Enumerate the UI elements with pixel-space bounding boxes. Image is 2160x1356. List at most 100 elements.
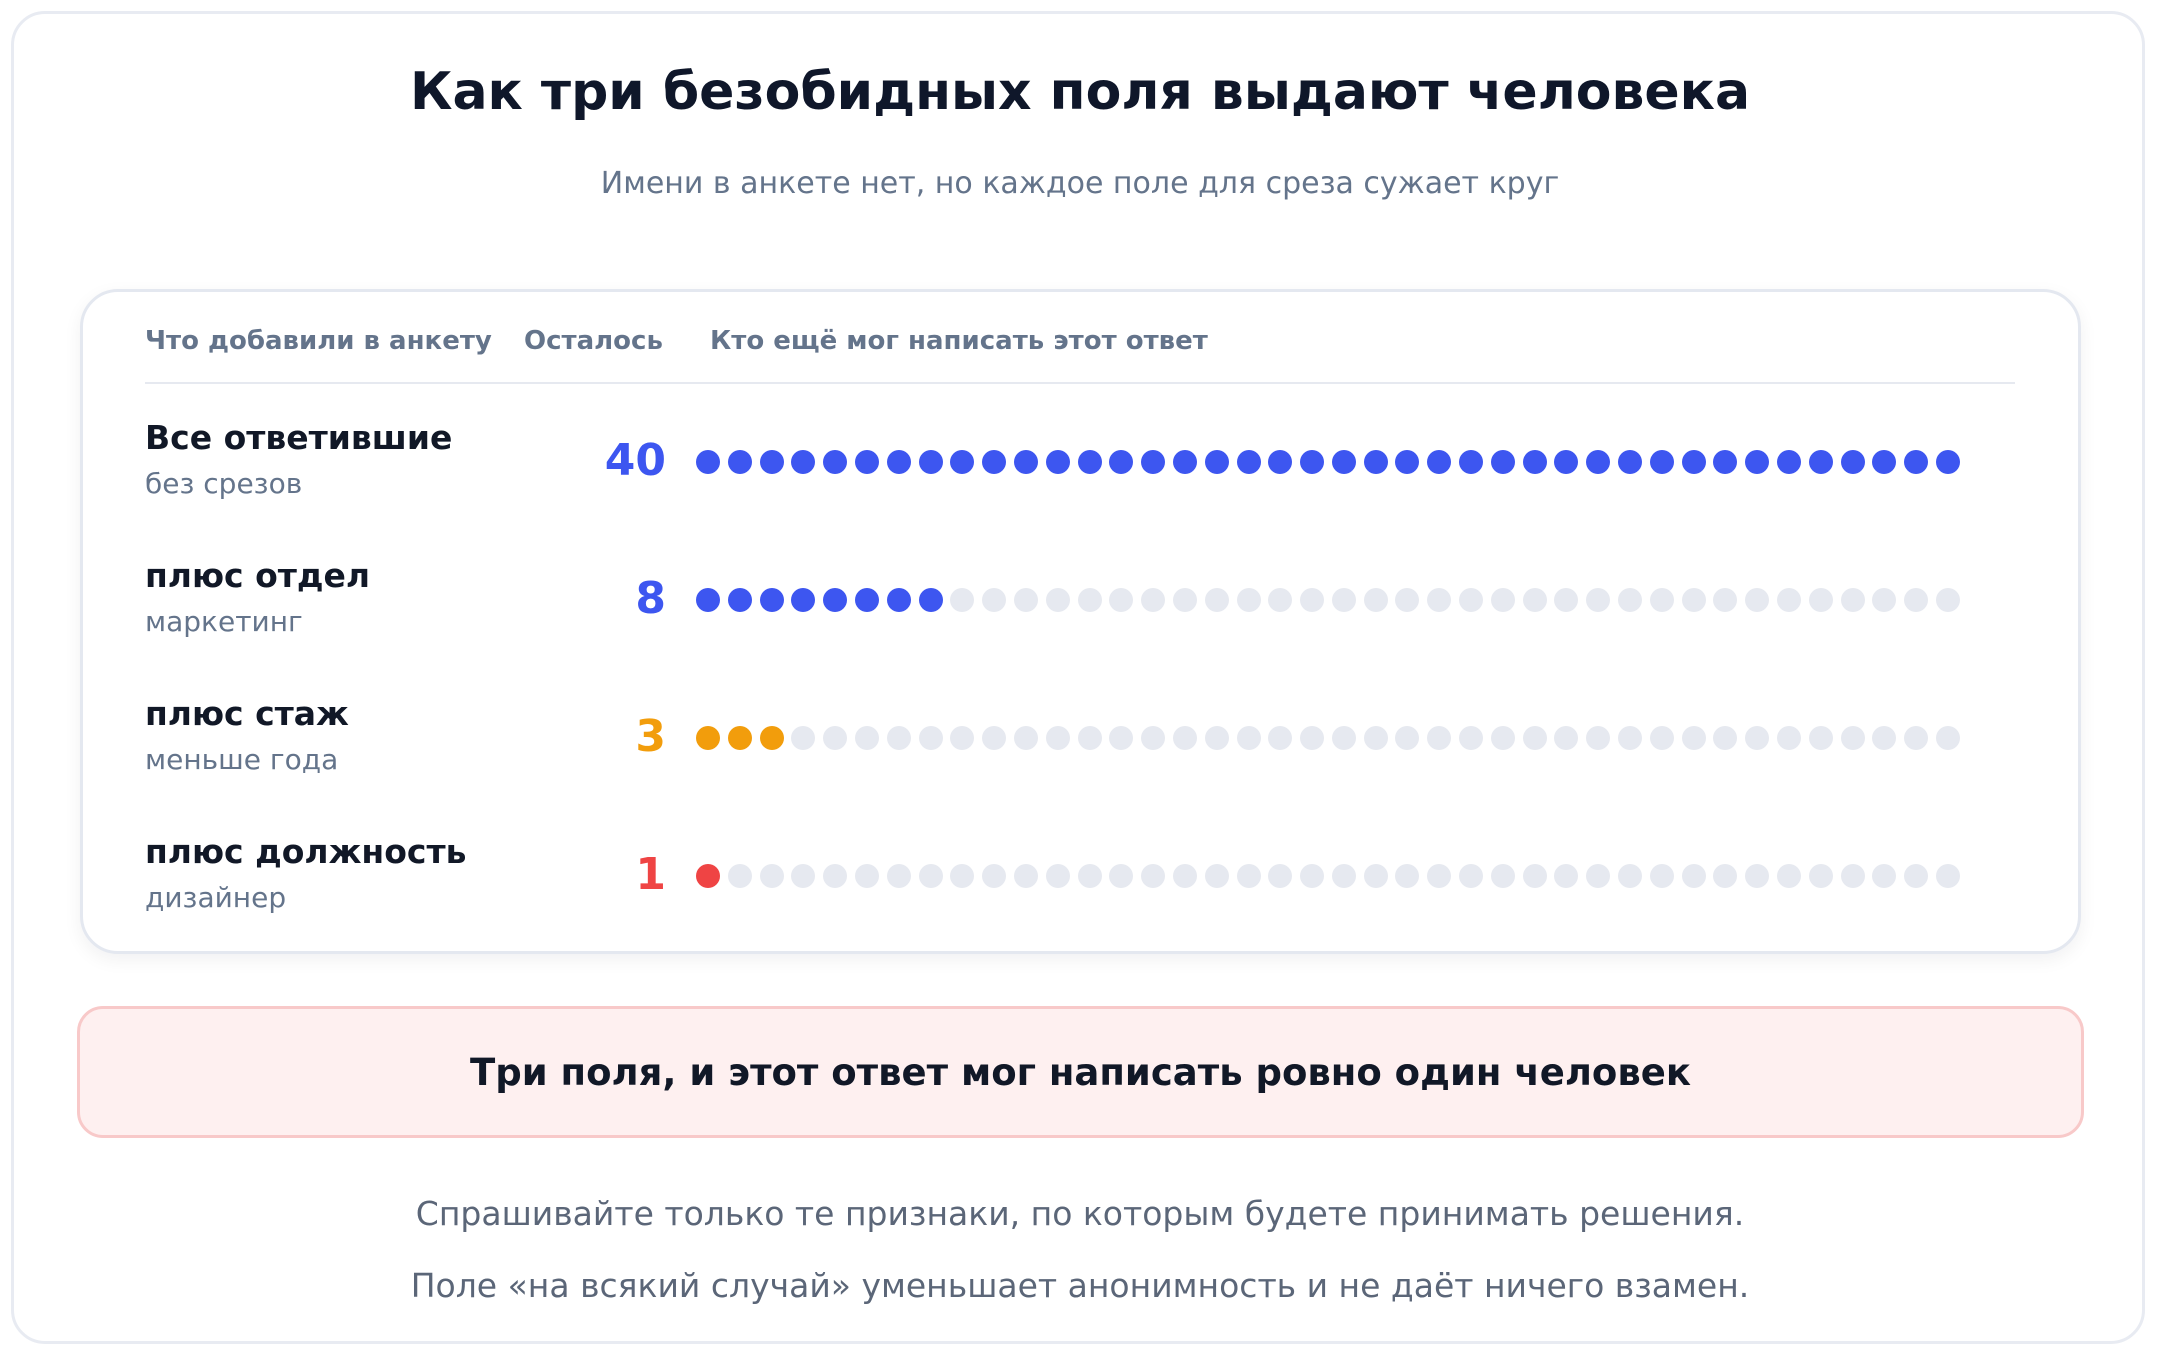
dot-empty [1204, 864, 1229, 888]
dot-empty [1331, 726, 1356, 750]
dot-filled [1649, 450, 1674, 474]
dot-filled [950, 450, 975, 474]
dot-empty [1554, 588, 1579, 612]
dot-empty [1141, 726, 1166, 750]
dot-filled [1904, 450, 1929, 474]
dot-empty [1808, 726, 1833, 750]
dot-filled [1522, 450, 1547, 474]
dot-filled [1872, 450, 1897, 474]
dot-empty [1618, 588, 1643, 612]
dot-empty [1777, 864, 1802, 888]
dot-empty [950, 588, 975, 612]
dot-empty [1745, 726, 1770, 750]
dot-filled [982, 450, 1007, 474]
dot-empty [854, 864, 879, 888]
dot-filled [1777, 450, 1802, 474]
dot-empty [1109, 726, 1134, 750]
row-sublabel: без срезов [145, 467, 303, 500]
dot-empty [1554, 864, 1579, 888]
alert: Три поля, и этот ответ мог написать ровн… [77, 1006, 2084, 1138]
dot-empty [1077, 588, 1102, 612]
dot-filled [1172, 450, 1197, 474]
row-sublabel: меньше года [145, 743, 339, 776]
dot-filled [1586, 450, 1611, 474]
dot-empty [1300, 588, 1325, 612]
dot-empty [791, 726, 816, 750]
title: Как три безобидных поля выдают человека [409, 62, 1751, 122]
dot-empty [1300, 864, 1325, 888]
dot-empty [982, 588, 1007, 612]
column-header: Осталось [524, 326, 663, 356]
dot-empty [1363, 864, 1388, 888]
dot-empty [1490, 864, 1515, 888]
dot-filled [727, 588, 752, 612]
dot-empty [1268, 864, 1293, 888]
dot-empty [1936, 588, 1960, 612]
dot-empty [1331, 588, 1356, 612]
row-sublabel: маркетинг [145, 605, 303, 638]
dot-filled [1808, 450, 1833, 474]
dot-filled [1331, 450, 1356, 474]
dot-filled [1236, 450, 1261, 474]
dot-empty [1427, 864, 1452, 888]
dot-empty [1681, 726, 1706, 750]
dot-filled [1395, 450, 1420, 474]
dot-empty [1268, 726, 1293, 750]
dot-empty [1459, 726, 1484, 750]
dot-empty [1490, 588, 1515, 612]
row-label: Все ответившие [145, 418, 453, 457]
dot-empty [1045, 726, 1070, 750]
dot-filled [727, 450, 752, 474]
dot-empty [1013, 726, 1038, 750]
dot-empty [1745, 588, 1770, 612]
dot-filled [1681, 450, 1706, 474]
dot-filled [1268, 450, 1293, 474]
dot-empty [1649, 588, 1674, 612]
dot-empty [982, 864, 1007, 888]
dot-empty [950, 726, 975, 750]
dot-empty [1395, 864, 1420, 888]
dot-empty [1586, 726, 1611, 750]
dot-empty [1013, 864, 1038, 888]
footer-line: Поле «на всякий случай» уменьшает аноним… [410, 1266, 1750, 1305]
dot-empty [950, 864, 975, 888]
dot-empty [886, 726, 911, 750]
dot-filled [696, 864, 720, 888]
dot-empty [1586, 588, 1611, 612]
dot-filled [1840, 450, 1865, 474]
dot-empty [1840, 864, 1865, 888]
dot-empty [1268, 588, 1293, 612]
dot-empty [1777, 726, 1802, 750]
dot-filled [918, 450, 943, 474]
dot-empty [1840, 726, 1865, 750]
dot-filled [854, 450, 879, 474]
dot-filled [823, 450, 848, 474]
dot-filled [727, 726, 752, 750]
card [80, 289, 2081, 954]
dot-empty [1427, 726, 1452, 750]
dot-filled [1045, 450, 1070, 474]
dot-filled [696, 450, 720, 474]
dot-empty [1808, 588, 1833, 612]
dot-filled [696, 726, 720, 750]
dot-empty [1077, 864, 1102, 888]
dot-empty [1141, 864, 1166, 888]
dot-filled [886, 588, 911, 612]
dot-empty [1681, 588, 1706, 612]
dot-filled [823, 588, 848, 612]
dot-filled [886, 450, 911, 474]
dot-empty [1618, 726, 1643, 750]
dot-empty [1649, 726, 1674, 750]
dot-empty [727, 864, 752, 888]
dot-empty [1459, 588, 1484, 612]
dot-filled [854, 588, 879, 612]
dot-empty [1777, 588, 1802, 612]
dot-empty [1077, 726, 1102, 750]
dot-filled [1554, 450, 1579, 474]
dot-empty [1172, 864, 1197, 888]
dot-empty [1045, 864, 1070, 888]
dot-empty [1872, 588, 1897, 612]
dot-empty [1236, 588, 1261, 612]
dot-filled [1300, 450, 1325, 474]
dot-empty [982, 726, 1007, 750]
